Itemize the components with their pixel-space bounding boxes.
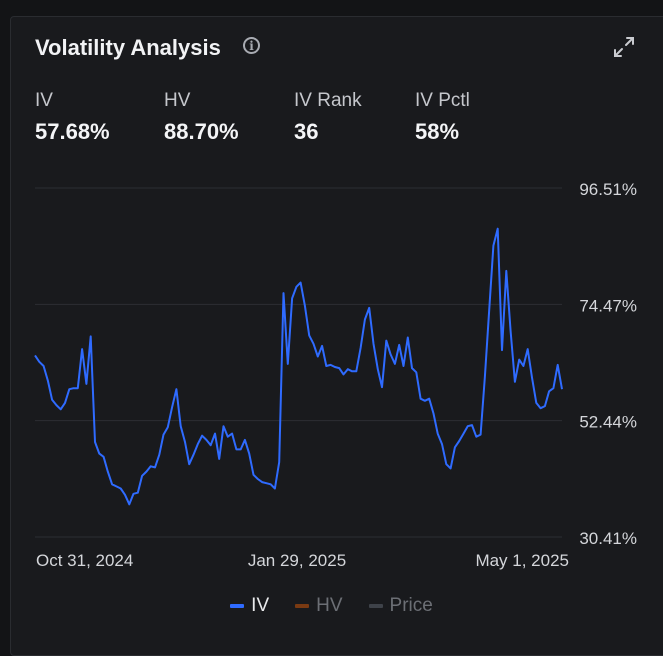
legend-item-iv[interactable]: IV bbox=[230, 595, 269, 617]
legend-label-price: Price bbox=[389, 595, 433, 616]
iv-line-chart: 96.51% 74.47% 52.44% 30.41% Oct 31, 2024 Jan … bbox=[34, 180, 637, 570]
expand-icon[interactable] bbox=[612, 35, 636, 59]
y-tick-label: 30.41% bbox=[579, 529, 637, 548]
legend-swatch-price bbox=[368, 604, 383, 608]
stat-hv-label: HV bbox=[164, 90, 191, 111]
legend-swatch-hv bbox=[295, 604, 310, 608]
y-tick-label: 52.44% bbox=[579, 413, 637, 432]
legend-item-hv[interactable]: HV bbox=[295, 595, 343, 617]
info-icon[interactable]: i bbox=[243, 37, 260, 54]
y-tick-label: 96.51% bbox=[579, 180, 637, 199]
legend-label-hv: HV bbox=[316, 595, 343, 616]
stat-iv-value: 57.68% bbox=[35, 119, 110, 144]
stat-iv-pctl-value: 58% bbox=[415, 119, 460, 144]
stat-iv-pctl: IV Pctl 58% bbox=[415, 90, 470, 145]
stat-iv-rank-value: 36 bbox=[294, 119, 319, 144]
legend-swatch-iv bbox=[230, 604, 245, 608]
legend-label-iv: IV bbox=[251, 595, 270, 616]
x-tick-label: Jan 29, 2025 bbox=[248, 551, 346, 570]
y-tick-label: 74.47% bbox=[579, 296, 637, 315]
stat-iv-label: IV bbox=[35, 90, 53, 111]
stat-iv-rank: IV Rank 36 bbox=[294, 90, 362, 145]
series-line-iv bbox=[34, 227, 563, 506]
card-title: Volatility Analysis bbox=[35, 35, 221, 60]
stat-iv: IV 57.68% bbox=[35, 90, 110, 145]
stat-hv: HV 88.70% bbox=[164, 90, 239, 145]
stat-iv-rank-label: IV Rank bbox=[294, 90, 362, 111]
x-tick-label: Oct 31, 2024 bbox=[36, 551, 133, 570]
legend-item-price[interactable]: Price bbox=[368, 595, 433, 617]
chart-legend: IV HV Price bbox=[0, 595, 663, 617]
volatility-card bbox=[10, 16, 663, 656]
stat-iv-pctl-label: IV Pctl bbox=[415, 90, 470, 111]
stat-hv-value: 88.70% bbox=[164, 119, 239, 144]
x-tick-label: May 1, 2025 bbox=[475, 551, 569, 570]
